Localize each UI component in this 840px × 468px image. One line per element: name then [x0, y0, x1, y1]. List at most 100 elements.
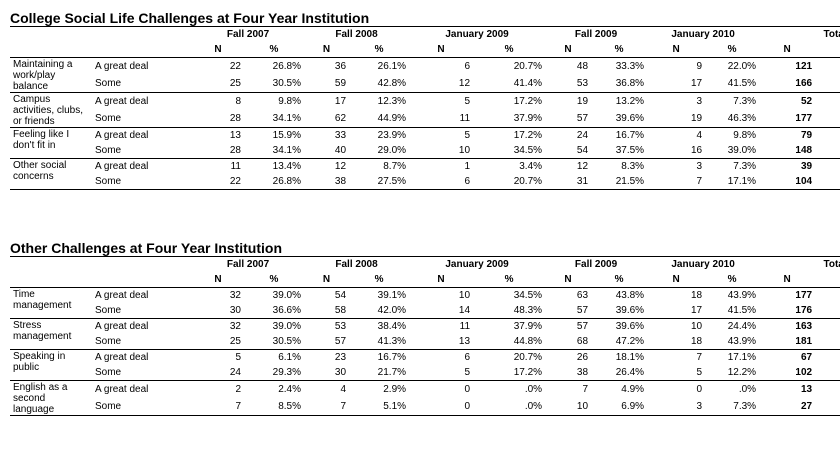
percent-cell: 12.2%: [705, 365, 760, 381]
item-label: Feeling like I don't fit in: [10, 127, 92, 159]
table-row: Some 24 29.3% 30 21.7% 5 17.2% 38 26.4% 5 12.2% 102…: [10, 365, 840, 381]
count-cell: 53: [545, 75, 592, 93]
count-cell: 104: [759, 174, 816, 190]
count-cell: 18: [690, 290, 703, 301]
table-row: Speaking in public A great deal 5 6.1% 23 16.…: [10, 349, 840, 381]
column-header-row: N%N%N%N%N%N%: [10, 42, 840, 58]
percent-cell: 15%: [815, 350, 840, 366]
percent-cell: 5.1%: [349, 398, 410, 416]
percent-cell: 36.8%: [591, 75, 648, 93]
count-cell: 22: [192, 174, 244, 190]
percent-cell: 24.4%: [727, 321, 757, 332]
pct-header: %: [473, 42, 546, 58]
percent-cell: 29.0%: [349, 143, 410, 159]
count-cell: 5: [647, 365, 706, 381]
percent-cell: 42.8%: [349, 75, 410, 93]
response-label: Some: [92, 398, 192, 416]
count-cell: 12: [334, 161, 347, 172]
table-row: Some 25 30.5% 59 42.8% 12 41.4% 53 36.8% 17 41.5% 1…: [10, 75, 840, 93]
pct-header: %: [349, 272, 410, 288]
percent-cell: 22.0%: [727, 61, 757, 72]
percent-cell: 43.8%: [615, 290, 645, 301]
percent-cell: 6.1%: [278, 352, 302, 363]
n-header: N: [409, 42, 474, 58]
response-label: A great deal: [95, 384, 149, 395]
percent-cell: 23.9%: [377, 130, 407, 141]
count-cell: 166: [759, 75, 816, 93]
count-cell: 36: [334, 61, 347, 72]
percent-cell: 30.5%: [244, 75, 305, 93]
percent-cell: 37.5%: [591, 143, 648, 159]
response-label: Some: [92, 303, 192, 319]
response-label: Some: [92, 334, 192, 350]
count-cell: 40: [304, 143, 350, 159]
n-header: N: [192, 42, 244, 58]
group-header: January 2010: [647, 256, 760, 272]
percent-cell: 39.6%: [591, 110, 648, 128]
percent-cell: 15.9%: [272, 130, 302, 141]
pct-header: %: [473, 272, 546, 288]
percent-cell: 17.1%: [705, 174, 760, 190]
percent-cell: 37.9%: [513, 321, 543, 332]
percent-cell: 38%: [815, 319, 840, 335]
response-label: A great deal: [95, 61, 149, 72]
percent-cell: 30.5%: [244, 334, 305, 350]
count-cell: 57: [576, 321, 589, 332]
percent-cell: 34.5%: [513, 290, 543, 301]
count-cell: 27: [759, 398, 816, 416]
item-label: Stress management: [10, 318, 92, 350]
count-cell: 13: [409, 334, 474, 350]
count-cell: 19: [576, 96, 589, 107]
percent-cell: 20.7%: [473, 174, 546, 190]
percent-cell: 2.9%: [383, 384, 407, 395]
percent-cell: 17.2%: [513, 96, 543, 107]
percent-cell: 27.5%: [349, 174, 410, 190]
count-cell: 24: [576, 130, 589, 141]
percent-cell: 4.9%: [621, 384, 645, 395]
count-cell: 67: [800, 352, 813, 363]
percent-cell: 43.9%: [727, 290, 757, 301]
count-cell: 57: [545, 303, 592, 319]
response-label: A great deal: [95, 290, 149, 301]
count-cell: 57: [545, 110, 592, 128]
other-challenges-table: Fall 2007 Fall 2008 January 2009 Fall 2009 J…: [10, 256, 840, 416]
pct-header: %: [244, 42, 305, 58]
count-cell: 7: [582, 384, 589, 395]
count-cell: 7: [192, 398, 244, 416]
count-cell: 2: [235, 384, 241, 395]
count-cell: 18: [647, 334, 706, 350]
count-cell: 7: [696, 352, 703, 363]
header-blank: [10, 42, 192, 58]
response-label: A great deal: [95, 321, 149, 332]
count-cell: 52: [800, 96, 813, 107]
count-cell: 5: [464, 96, 471, 107]
response-label: A great deal: [95, 352, 149, 363]
count-cell: 11: [409, 110, 474, 128]
pct-header: %: [705, 42, 760, 58]
group-header-row: Fall 2007 Fall 2008 January 2009 Fall 2009 J…: [10, 256, 840, 272]
count-cell: 38: [545, 365, 592, 381]
n-header: N: [409, 272, 474, 288]
percent-cell: 24%: [815, 174, 840, 190]
percent-cell: 41.4%: [473, 75, 546, 93]
group-header: Fall 2009: [545, 26, 648, 42]
pct-header: %: [815, 42, 840, 58]
count-cell: 7: [304, 398, 350, 416]
count-cell: 33: [334, 130, 347, 141]
count-cell: 5: [409, 365, 474, 381]
percent-cell: 2.4%: [278, 384, 302, 395]
count-cell: 10: [545, 398, 592, 416]
count-cell: 4: [340, 384, 347, 395]
n-header: N: [759, 42, 816, 58]
count-cell: 8: [235, 96, 241, 107]
percent-cell: 16.7%: [615, 130, 645, 141]
percent-cell: 21.5%: [591, 174, 648, 190]
percent-cell: 48.3%: [473, 303, 546, 319]
pct-header: %: [591, 42, 648, 58]
count-cell: 10: [690, 321, 703, 332]
count-cell: 68: [545, 334, 592, 350]
group-header: Total: [759, 256, 840, 272]
count-cell: 176: [759, 303, 816, 319]
n-header: N: [647, 272, 706, 288]
percent-cell: 12.3%: [377, 96, 407, 107]
